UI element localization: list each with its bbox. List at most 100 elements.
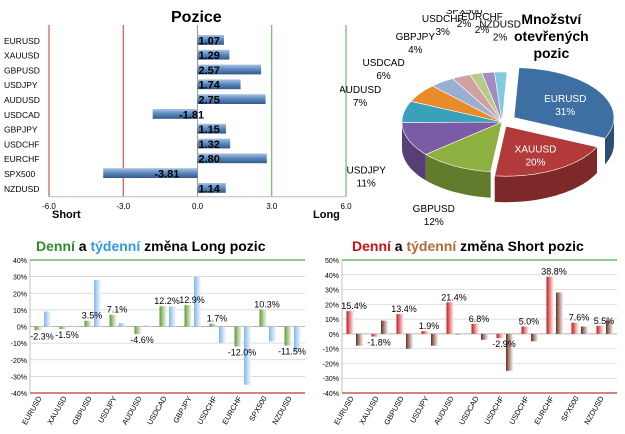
bar-denn-gbpusd — [396, 314, 404, 334]
category-xauusd: XAUUSD — [45, 394, 69, 426]
pie-pct-usdjpy: 11% — [357, 178, 376, 189]
positions-chart: 1.07 1.29 2.57 1.74 2.75 -1.81 1.15 1.32 2.80 -3.… — [4, 25, 352, 211]
pie-chart: EURUSD 31% XAUUSD 20% GBPUSD 12% USDJPY 11% AUDU… — [340, 10, 615, 228]
short-label: Short — [52, 209, 81, 221]
bar-denn-usdchf — [496, 333, 504, 339]
pie-pct-xauusd: 20% — [525, 157, 545, 168]
bar-tdenn-xauusd — [69, 326, 77, 327]
bar-tdenn-usdcad — [481, 333, 489, 340]
category-nzdusd: NZDUSD — [582, 394, 606, 426]
category-audusd: AUDUSD — [120, 394, 144, 426]
ytick-label: 30% — [13, 275, 27, 282]
bar-denn-spx500 — [259, 309, 267, 327]
bar-denn-usdchf — [209, 323, 217, 327]
value-label-usdjpy: 1.74 — [199, 80, 221, 92]
xtick-label: -6.0 — [42, 202, 56, 211]
ytick-label: 30% — [325, 288, 339, 295]
pie-side-eurusd — [605, 117, 614, 165]
category-usdcad: USDCAD — [457, 394, 481, 426]
short-title-and: a — [390, 238, 407, 254]
bar-tdenn-xauusd — [381, 320, 389, 334]
data-label-nzdusd: 5.5% — [594, 316, 615, 326]
long-change-chart: 40% 30% 20% 10% 0% -10% -20% -30% -40% -2.3% -1.5%… — [11, 258, 306, 426]
bar-denn-audusd — [134, 326, 142, 335]
data-label-eurchf: 38.8% — [541, 267, 567, 277]
pie-label-usdcad: USDCAD — [362, 58, 404, 69]
value-label-audusd: 2.75 — [199, 95, 220, 107]
ytick-label: -40% — [323, 391, 339, 398]
bar-usdjpy — [197, 79, 241, 90]
value-label-usdcad: -1.81 — [179, 109, 204, 121]
bar-tdenn-gbpjpy — [194, 276, 202, 327]
category-gbpjpy: GBPJPY — [4, 125, 38, 135]
xtick-label: 6.0 — [340, 202, 352, 211]
positions-title: Pozice — [171, 9, 222, 26]
pie-pct-usdcad: 6% — [376, 71, 391, 82]
value-label-gbpjpy: 1.15 — [199, 124, 220, 136]
bar-tdenn-usdchf — [506, 333, 514, 371]
bar-tdenn-spx500 — [269, 326, 277, 342]
pie-label-spx500: SPX500 — [446, 10, 483, 17]
bar-denn-eurusd — [34, 326, 42, 331]
ytick-label: 10% — [13, 308, 27, 315]
data-label-gbpusd: 3.5% — [82, 311, 103, 321]
ytick-label: -30% — [11, 374, 27, 381]
bar-tdenn-usdcad — [169, 306, 177, 327]
category-usdcad: USDCAD — [4, 110, 40, 120]
pie-pct-gbpjpy: 4% — [408, 45, 423, 56]
category-nzdusd: NZDUSD — [270, 394, 294, 426]
category-eurchf: EURCHF — [4, 154, 39, 164]
ytick-label: 40% — [325, 273, 339, 280]
bar-denn-xauusd — [59, 326, 67, 329]
pie-title-line-3: pozic — [533, 45, 570, 61]
data-label-usdcad: 6.8% — [469, 314, 490, 324]
pie-pct-eurusd: 31% — [555, 107, 575, 118]
pie-label-usdchf: USDCHF — [422, 14, 464, 25]
pie-label-nzdusd: NZDUSD — [479, 20, 521, 31]
data-label-usdchf: 1.7% — [207, 314, 228, 324]
pie-label-gbpusd: GBPUSD — [413, 204, 455, 215]
long-change-title: Denní a týdenní změna Long pozic — [36, 238, 265, 254]
data-label-audusd: 21.4% — [441, 292, 467, 302]
bar-denn-usdcad — [471, 323, 479, 334]
data-label-xauusd: -1.8% — [367, 338, 391, 348]
bar-tdenn-eurusd — [44, 311, 52, 327]
bar-tdenn-audusd — [144, 325, 152, 327]
category-eurusd: EURUSD — [332, 394, 356, 426]
short-title-weekly: týdenní — [406, 238, 457, 254]
bar-tdenn-usdjpy — [119, 323, 127, 327]
category-usdchf: USDCHF — [482, 394, 506, 426]
short-title-rest: změna Short pozic — [456, 238, 584, 254]
bar-denn-gbpjpy — [184, 305, 192, 327]
pie-pct-audusd: 7% — [353, 98, 368, 109]
ytick-label: 40% — [13, 258, 27, 265]
long-title-rest: změna Long pozic — [140, 238, 266, 254]
category-xauusd: XAUUSD — [4, 51, 39, 61]
pie-pct-usdchf: 3% — [435, 27, 450, 38]
pie-slice-gbpusd — [425, 121, 503, 173]
pie-side-usdjpy — [402, 122, 426, 181]
value-label-gbpusd: 2.57 — [199, 65, 220, 77]
bar-gbpusd — [197, 64, 262, 75]
long-title-weekly: týdenní — [90, 238, 141, 254]
pie-slice-usdchf — [452, 74, 503, 123]
bar-tdenn-nzdusd — [294, 326, 302, 352]
xtick-label: -3.0 — [116, 202, 130, 211]
bar-denn-usdcad — [159, 306, 167, 327]
data-label-eurusd: 15.4% — [341, 301, 367, 311]
data-label-eurusd: -2.3% — [30, 331, 54, 341]
value-label-eurchf: 2.80 — [199, 154, 220, 166]
category-eurchf: EURCHF — [220, 394, 244, 426]
category-usdjpy: USDJPY — [408, 395, 431, 425]
value-label-eurusd: 1.07 — [199, 35, 220, 47]
data-label-usdchf: -2.9% — [492, 339, 516, 349]
data-label-usdcad: 12.2% — [154, 296, 180, 306]
bar-nzdusd — [197, 183, 226, 193]
category-usdcad: USDCAD — [145, 394, 169, 426]
pie-slice-eurusd — [513, 67, 615, 139]
pie-title-line-2: otevřených — [514, 28, 589, 44]
ytick-label: 10% — [325, 317, 339, 324]
ytick-label: -20% — [323, 361, 339, 368]
xtick-label: 0.0 — [192, 202, 204, 211]
value-label-spx500: -3.81 — [154, 169, 179, 181]
